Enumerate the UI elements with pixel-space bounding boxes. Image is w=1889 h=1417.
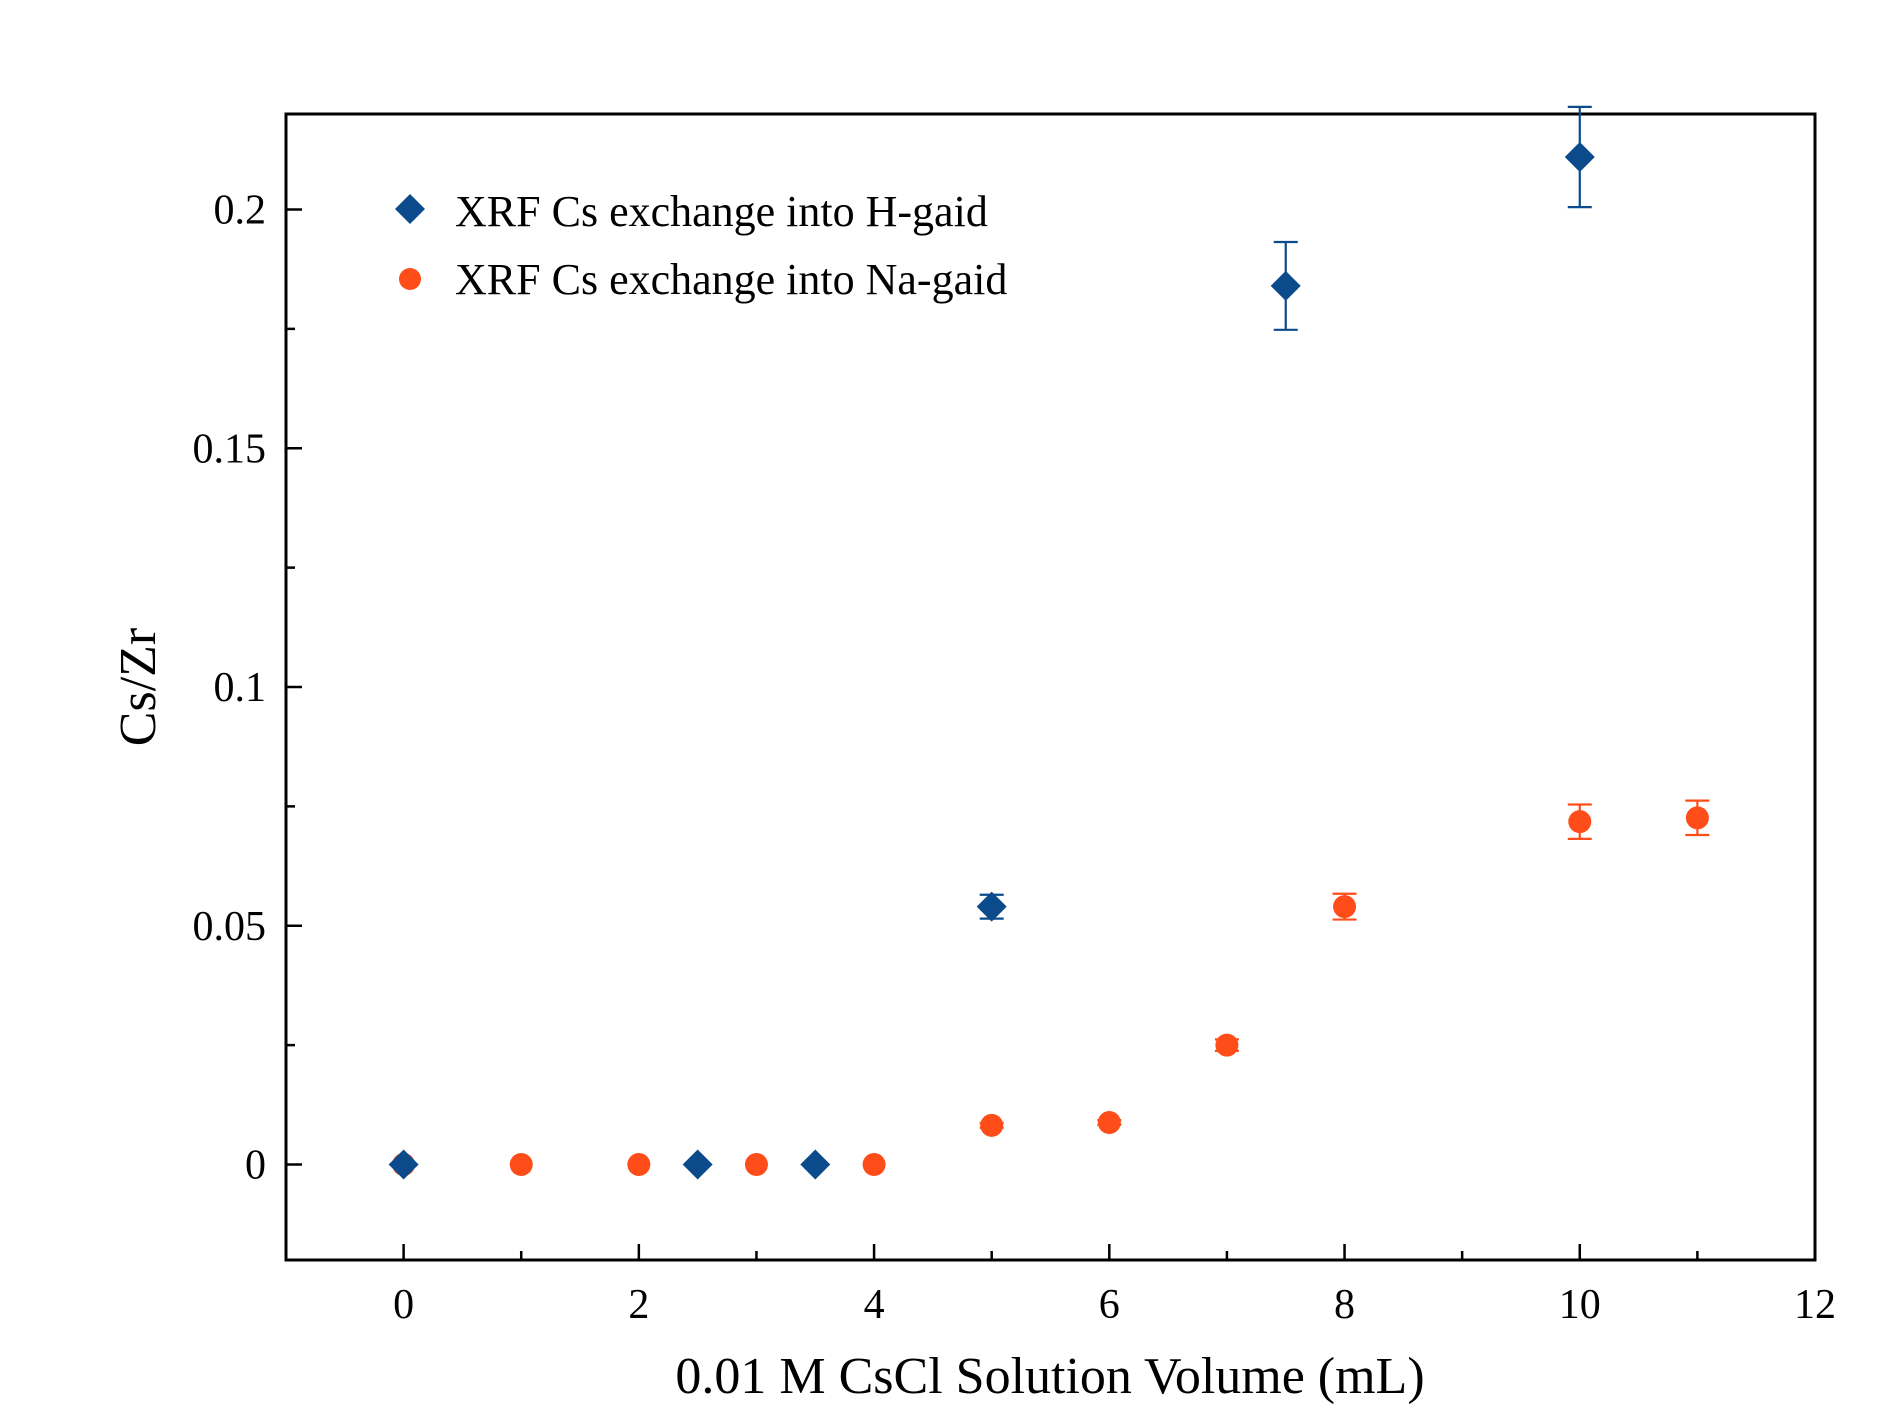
data-point-circle [627, 1153, 651, 1176]
legend-entry-h-gaid: XRF Cs exchange into H-gaid [395, 187, 988, 236]
data-point-diamond [1564, 141, 1595, 172]
x-tick-label: 2 [628, 1282, 649, 1328]
x-tick-label: 0 [393, 1282, 414, 1328]
x-tick-label: 10 [1559, 1282, 1601, 1328]
axis-ticks [286, 208, 1817, 1260]
data-point-diamond [800, 1149, 831, 1180]
legend-label-h-gaid: XRF Cs exchange into H-gaid [455, 187, 988, 236]
legend-label-na-gaid: XRF Cs exchange into Na-gaid [455, 255, 1007, 304]
y-tick-label: 0.15 [193, 426, 267, 472]
data-point-diamond [1270, 270, 1301, 301]
y-axis-title: Cs/Zr [110, 628, 167, 746]
y-tick-label: 0 [245, 1143, 266, 1189]
data-point-circle [980, 1113, 1004, 1137]
data-point-circle [1685, 806, 1709, 830]
data-point-circle [509, 1153, 533, 1176]
y-tick-label: 0.1 [214, 665, 267, 711]
legend-marker-diamond [395, 194, 425, 224]
data-point-diamond [976, 891, 1007, 922]
x-axis-title: 0.01 M CsCl Solution Volume (mL) [675, 1348, 1424, 1405]
legend-marker-circle [399, 268, 421, 290]
data-point-circle [1333, 895, 1357, 919]
data-point-circle [744, 1153, 768, 1176]
data-point-circle [1097, 1110, 1121, 1134]
y-tick-label: 0.2 [214, 188, 267, 234]
x-tick-label: 4 [864, 1282, 885, 1328]
series-na-gaid [392, 799, 1710, 1176]
y-tick-label: 0.05 [193, 904, 267, 950]
data-point-diamond [682, 1149, 713, 1180]
legend: XRF Cs exchange into H-gaid XRF Cs excha… [395, 187, 1007, 304]
series-h-gaid [388, 105, 1595, 1180]
axis-tick-labels: 0 2 4 6 8 10 12 0 0.05 0.1 0.15 0.2 [193, 188, 1837, 1329]
data-point-circle [1215, 1033, 1239, 1057]
data-point-circle [862, 1153, 886, 1176]
x-tick-label: 6 [1099, 1282, 1120, 1328]
data-series [388, 105, 1710, 1180]
x-tick-label: 12 [1794, 1282, 1836, 1328]
data-point-diamond [388, 1149, 419, 1180]
x-tick-label: 8 [1334, 1282, 1355, 1328]
data-point-circle [1568, 810, 1592, 834]
legend-entry-na-gaid: XRF Cs exchange into Na-gaid [399, 255, 1007, 304]
